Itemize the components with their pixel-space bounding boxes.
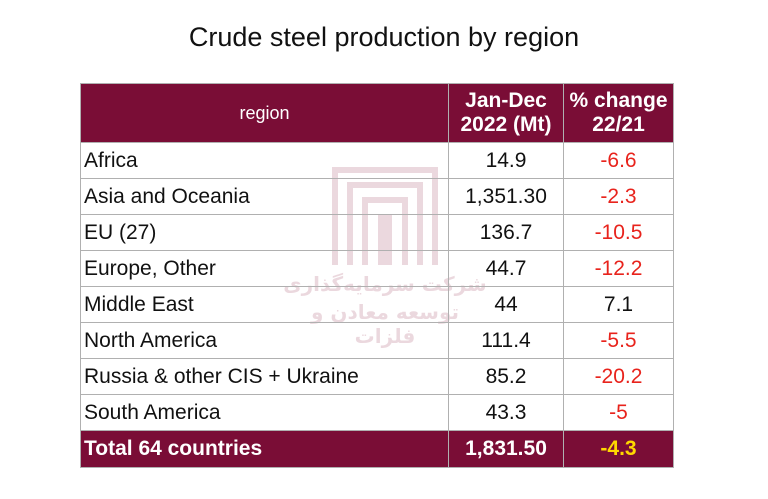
header-production-line1: Jan-Dec [465, 89, 547, 112]
production-cell: 44 [448, 286, 564, 323]
table-row: Europe, Other 44.7 -12.2 [80, 250, 674, 287]
production-cell: 1,351.30 [448, 178, 564, 215]
total-production-cell: 1,831.50 [448, 430, 564, 468]
change-cell: -10.5 [563, 214, 674, 251]
table-total-row: Total 64 countries 1,831.50 -4.3 [80, 430, 674, 468]
table-row: Russia & other CIS + Ukraine 85.2 -20.2 [80, 358, 674, 395]
region-cell: EU (27) [80, 214, 449, 251]
change-cell: -20.2 [563, 358, 674, 395]
change-cell: -6.6 [563, 142, 674, 179]
region-cell: North America [80, 322, 449, 359]
table-row: Middle East 44 7.1 [80, 286, 674, 323]
table-row: Asia and Oceania 1,351.30 -2.3 [80, 178, 674, 215]
production-cell: 111.4 [448, 322, 564, 359]
chart-title: Crude steel production by region [188, 22, 580, 52]
region-cell: Russia & other CIS + Ukraine [80, 358, 449, 395]
production-cell: 43.3 [448, 394, 564, 431]
total-region-cell: Total 64 countries [80, 430, 449, 468]
change-cell: 7.1 [563, 286, 674, 323]
region-cell: Europe, Other [80, 250, 449, 287]
production-cell: 85.2 [448, 358, 564, 395]
table-row: South America 43.3 -5 [80, 394, 674, 431]
table-row: Africa 14.9 -6.6 [80, 142, 674, 179]
header-change: % change 22/21 [563, 83, 674, 143]
region-cell: South America [80, 394, 449, 431]
change-cell: -2.3 [563, 178, 674, 215]
header-production-line2: 2022 (Mt) [460, 113, 552, 136]
production-cell: 14.9 [448, 142, 564, 179]
header-change-line2: 22/21 [592, 113, 645, 136]
change-cell: -12.2 [563, 250, 674, 287]
table-row: North America 111.4 -5.5 [80, 322, 674, 359]
header-change-line1: % change [569, 89, 668, 112]
steel-production-table: region Jan-Dec 2022 (Mt) % change 22/21 … [80, 83, 674, 468]
region-cell: Middle East [80, 286, 449, 323]
production-cell: 136.7 [448, 214, 564, 251]
table-header-row: region Jan-Dec 2022 (Mt) % change 22/21 [80, 83, 674, 143]
header-region: region [80, 83, 449, 143]
total-change-cell: -4.3 [563, 430, 674, 468]
change-cell: -5.5 [563, 322, 674, 359]
table-row: EU (27) 136.7 -10.5 [80, 214, 674, 251]
change-cell: -5 [563, 394, 674, 431]
table-body: Africa 14.9 -6.6 Asia and Oceania 1,351.… [80, 142, 674, 468]
region-cell: Africa [80, 142, 449, 179]
region-cell: Asia and Oceania [80, 178, 449, 215]
header-production: Jan-Dec 2022 (Mt) [448, 83, 564, 143]
production-cell: 44.7 [448, 250, 564, 287]
